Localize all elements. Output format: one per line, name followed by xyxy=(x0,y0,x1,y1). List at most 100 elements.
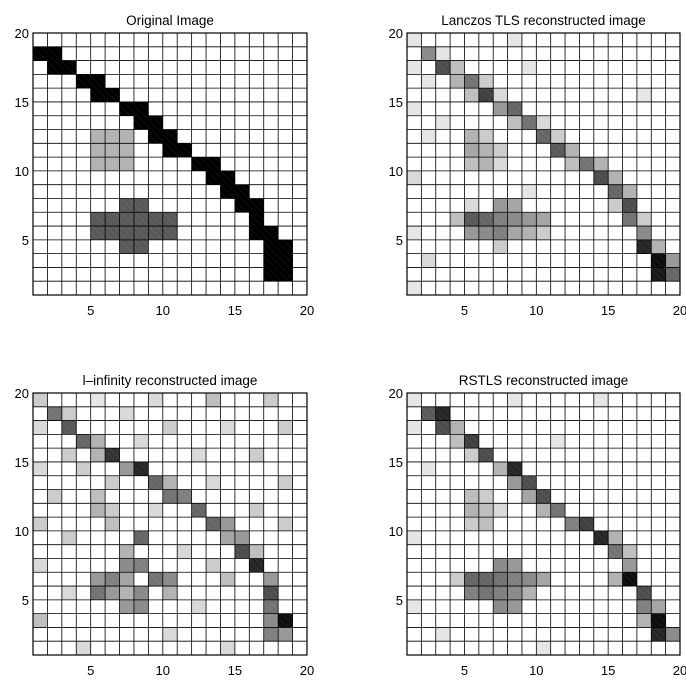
heatmap-cell xyxy=(162,572,178,587)
heatmap-cell xyxy=(622,184,637,199)
heatmap-cell xyxy=(421,74,436,89)
cell-hatch xyxy=(536,129,551,144)
panel-title: Lanczos TLS reconstructed image xyxy=(441,13,646,28)
heatmap-cell xyxy=(278,475,293,490)
heatmap-cell xyxy=(61,586,77,600)
heatmap-cell xyxy=(90,434,106,449)
heatmap-cell xyxy=(536,572,551,587)
y-tick-label: 10 xyxy=(389,524,403,539)
cell-hatch xyxy=(148,115,163,130)
heatmap-cell xyxy=(493,599,508,614)
x-tick-label: 10 xyxy=(156,663,170,678)
heatmap-cell xyxy=(565,157,580,171)
heatmap-cell xyxy=(478,503,494,518)
cell-hatch xyxy=(220,184,235,199)
y-tick-label: 5 xyxy=(396,593,403,608)
cell-hatch xyxy=(493,226,508,240)
heatmap-cell xyxy=(105,586,120,600)
cell-hatch xyxy=(435,406,451,421)
heatmap-cell xyxy=(33,461,48,476)
cell-hatch xyxy=(119,212,134,227)
heatmap-cell xyxy=(450,572,465,587)
heatmap-cell xyxy=(206,393,221,407)
cell-hatch xyxy=(206,517,221,531)
cell-hatch xyxy=(278,239,293,254)
heatmap-cell xyxy=(421,129,436,144)
cell-hatch xyxy=(263,586,279,600)
heatmap-cell xyxy=(507,558,522,573)
heatmap-cell xyxy=(105,129,120,144)
y-tick-label: 20 xyxy=(15,386,29,401)
x-tick-label: 10 xyxy=(529,303,543,318)
cell-hatch xyxy=(148,475,163,490)
cell-hatch xyxy=(636,239,652,254)
y-tick-label: 20 xyxy=(389,386,403,401)
cell-hatch xyxy=(162,489,178,504)
x-tick-label: 15 xyxy=(601,663,615,678)
cell-hatch xyxy=(191,157,207,171)
cell-hatch xyxy=(622,212,637,227)
heatmap-cell xyxy=(119,461,134,476)
cell-hatch xyxy=(119,101,134,116)
cell-hatch xyxy=(133,558,149,573)
heatmap-cell xyxy=(33,613,48,628)
cell-hatch xyxy=(478,586,494,600)
panel-3: l–infinity reconstructed image 5 10 15 20 5 10… xyxy=(15,373,315,678)
cell-hatch xyxy=(665,267,680,282)
heatmap-cell xyxy=(162,420,178,435)
heatmap-cell xyxy=(651,599,666,614)
heatmap-cell xyxy=(507,599,522,614)
heatmap-cell xyxy=(249,544,264,559)
cell-hatch xyxy=(651,613,666,628)
cell-hatch xyxy=(249,558,264,573)
x-tick-label: 20 xyxy=(673,663,686,678)
cell-hatch xyxy=(651,267,666,282)
heatmap-cell xyxy=(493,101,508,116)
heatmap-cell xyxy=(450,420,465,435)
heatmap-cell xyxy=(478,74,494,89)
heatmap-cell xyxy=(608,198,623,213)
cell-hatch xyxy=(278,253,293,268)
heatmap-cell xyxy=(493,157,508,171)
heatmap-cell xyxy=(407,393,422,407)
cell-hatch xyxy=(435,60,451,75)
heatmap-cell xyxy=(90,143,106,158)
cell-hatch xyxy=(464,586,479,600)
cell-hatch xyxy=(263,239,279,254)
heatmap-cell xyxy=(521,586,537,600)
heatmap-cell xyxy=(493,503,508,518)
heatmap-cell xyxy=(593,393,609,407)
cell-hatch xyxy=(177,489,192,504)
heatmap-cell xyxy=(119,544,134,559)
panel-title: Original Image xyxy=(126,13,214,28)
cell-hatch xyxy=(119,198,134,213)
cell-hatch xyxy=(90,226,106,240)
cell-hatch xyxy=(47,406,62,421)
x-tick-label: 20 xyxy=(300,663,314,678)
heatmap-cell xyxy=(636,613,652,628)
heatmap-cell xyxy=(407,599,422,614)
cell-hatch xyxy=(608,544,623,559)
cell-hatch xyxy=(464,434,479,449)
heatmap-cell xyxy=(464,503,479,518)
cell-hatch xyxy=(478,212,494,227)
heatmap-cell xyxy=(593,157,609,171)
heatmap-cell xyxy=(234,530,250,545)
heatmap-cell xyxy=(33,517,48,531)
x-tick-label: 20 xyxy=(673,303,686,318)
heatmap-cell xyxy=(507,33,522,47)
heatmap-cell xyxy=(636,212,652,227)
cell-hatch xyxy=(507,572,522,587)
heatmap-cell xyxy=(464,88,479,102)
heatmap-cell xyxy=(33,393,48,407)
cell-hatch xyxy=(90,586,106,600)
heatmap-cell xyxy=(521,212,537,227)
cell-hatch xyxy=(61,60,77,75)
heatmap-cell xyxy=(665,253,680,268)
cell-hatch xyxy=(263,253,279,268)
heatmap-cell xyxy=(162,586,178,600)
heatmap-cell xyxy=(90,572,106,587)
heatmap-cell xyxy=(263,613,279,628)
y-tick-label: 15 xyxy=(15,455,29,470)
heatmap-cell xyxy=(464,517,479,531)
